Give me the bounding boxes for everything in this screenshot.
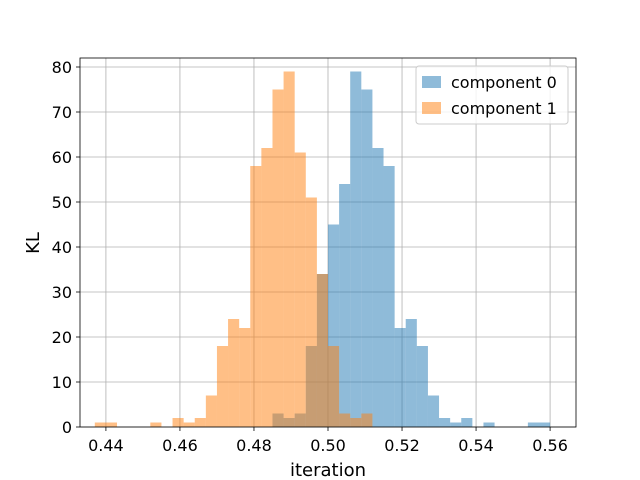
x-tick-label: 0.56	[532, 436, 568, 455]
histogram-bar	[361, 89, 373, 427]
histogram-bar	[183, 422, 195, 427]
histogram-bar	[105, 422, 118, 427]
x-tick-label: 0.50	[310, 436, 346, 455]
histogram-bar	[461, 418, 473, 427]
histogram-bar	[483, 422, 495, 427]
histogram-bar	[361, 413, 373, 427]
legend-swatch	[422, 102, 441, 114]
histogram-bar	[205, 395, 217, 427]
histogram-bar	[439, 418, 451, 427]
histogram-bar	[261, 148, 273, 427]
histogram-bar	[383, 166, 395, 427]
histogram-bar	[328, 346, 340, 427]
y-tick-label: 20	[52, 328, 72, 347]
legend-box	[415, 65, 569, 125]
legend: component 0 component 1	[415, 65, 569, 125]
histogram-bars	[94, 71, 551, 427]
histogram-bar	[283, 71, 295, 427]
y-tick-label: 70	[52, 103, 72, 122]
series-1-bars	[94, 71, 373, 427]
histogram-bar	[216, 346, 229, 427]
histogram-bar	[372, 148, 384, 427]
x-tick-label: 0.44	[88, 436, 124, 455]
x-tick-label: 0.52	[384, 436, 420, 455]
y-tick-label: 10	[52, 373, 72, 392]
histogram-bar	[527, 422, 539, 427]
y-tick-label: 60	[52, 148, 72, 167]
y-tick-label: 50	[52, 193, 72, 212]
histogram-bar	[394, 328, 406, 427]
histogram-bar	[250, 166, 262, 427]
histogram-bar	[228, 319, 240, 427]
histogram-bar	[150, 422, 162, 427]
x-tick-label: 0.54	[458, 436, 494, 455]
histogram-bar	[272, 89, 284, 427]
histogram-bar	[328, 224, 340, 427]
histogram-bar	[405, 319, 417, 427]
x-axis-label: iteration	[290, 460, 366, 480]
histogram-bar	[172, 418, 184, 427]
y-tick-label: 40	[52, 238, 72, 257]
histogram-bar	[427, 395, 440, 427]
y-axis-label: KL	[23, 232, 44, 254]
histogram-bar	[450, 422, 462, 427]
histogram-bar	[538, 422, 551, 427]
histogram-bar	[294, 152, 306, 427]
x-tick-label: 0.46	[162, 436, 198, 455]
legend-label: component 0	[451, 73, 557, 92]
axis-ticks: 0.44 0.46 0.48 0.50 0.52 0.54 0.56 0 10 20 30 40 50 6…	[52, 58, 568, 455]
histogram-bar	[94, 422, 106, 427]
histogram-bar	[339, 413, 351, 427]
histogram-bar	[316, 274, 328, 427]
histogram-bar	[350, 418, 362, 427]
histogram-bar	[194, 418, 206, 427]
histogram-bar	[416, 346, 428, 427]
histogram-bar	[339, 184, 351, 427]
histogram-bar	[350, 71, 362, 427]
y-tick-label: 30	[52, 283, 72, 302]
legend-label: component 1	[451, 99, 557, 118]
y-tick-label: 0	[62, 418, 72, 437]
x-tick-label: 0.48	[236, 436, 272, 455]
histogram-bar	[305, 197, 317, 427]
y-tick-label: 80	[52, 58, 72, 77]
legend-swatch	[422, 76, 441, 88]
histogram-bar	[239, 328, 251, 427]
